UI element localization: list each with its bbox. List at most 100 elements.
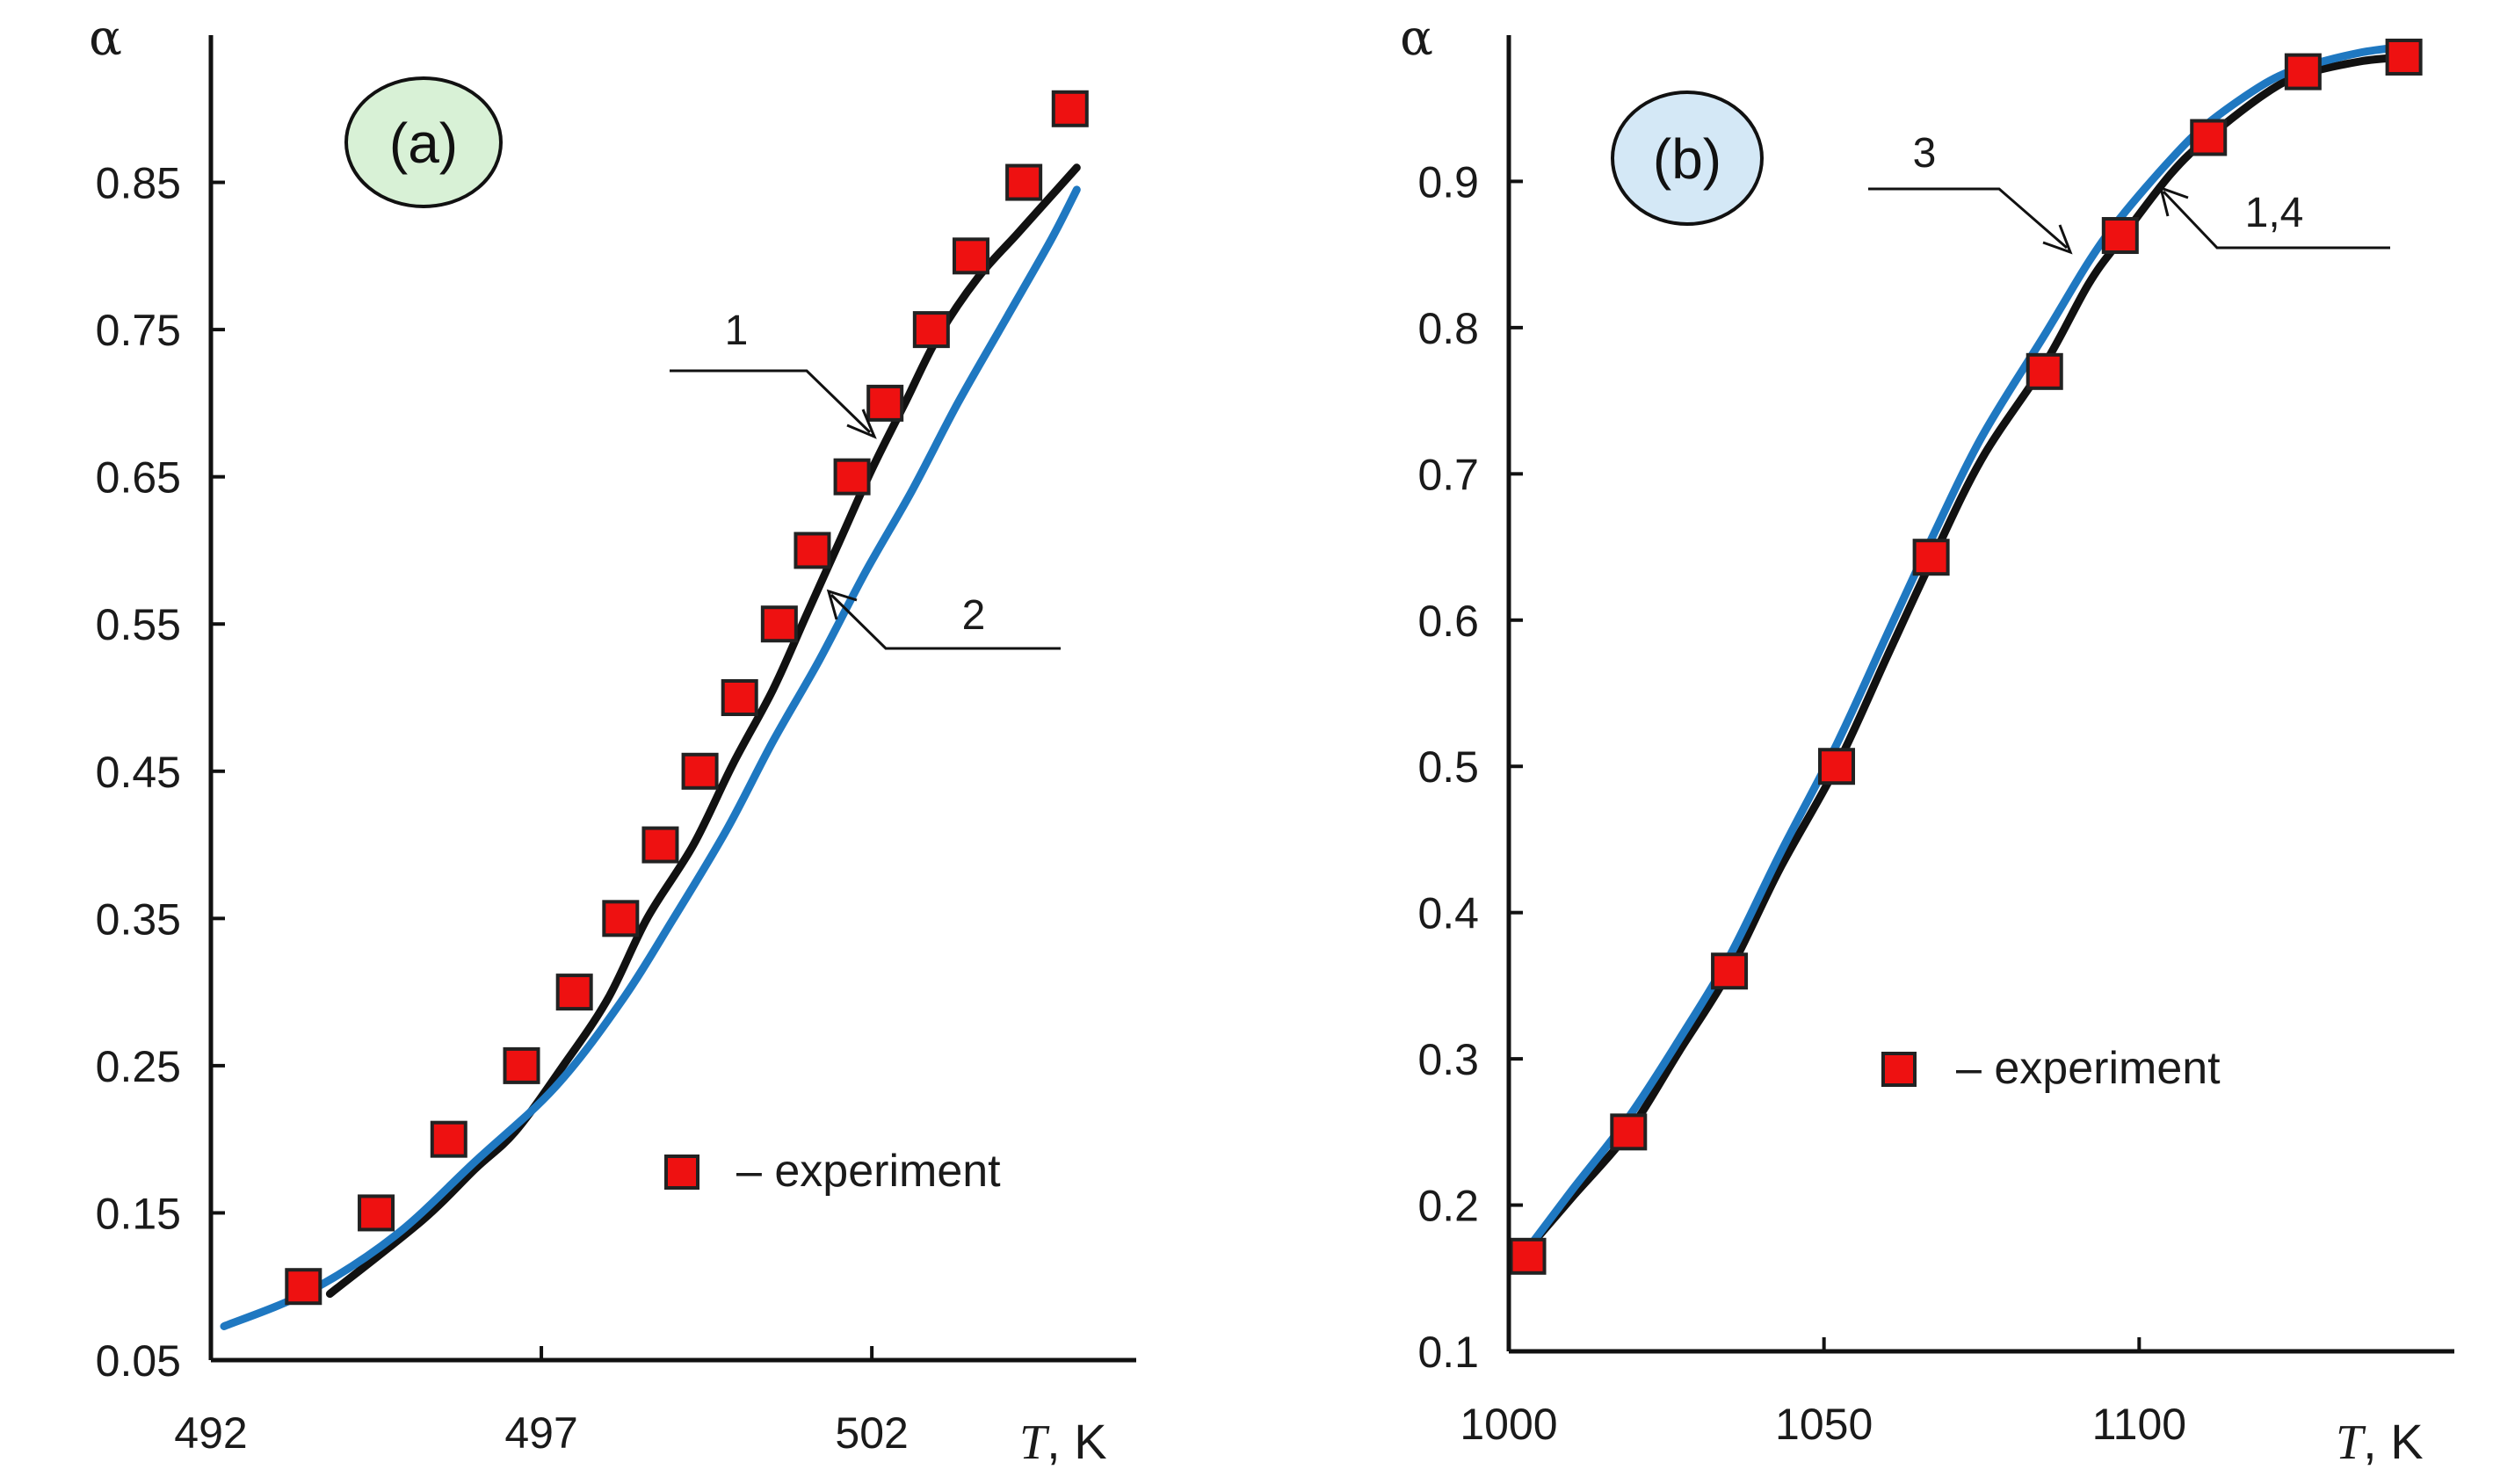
panel-b-experiment-point [2385, 38, 2423, 76]
panel-a-experiment-point [602, 900, 640, 937]
panel-a-experiment-point [760, 605, 798, 643]
panel-a-axes [208, 35, 1136, 1363]
panel-b-experiment-point [1912, 539, 1950, 576]
panel-a-experiment-point [641, 826, 679, 864]
panel-b-experiment-point [2101, 217, 2139, 255]
panel-a-annotation-2-arrowhead [826, 589, 858, 620]
panel-a-curve-1 [325, 163, 1081, 1299]
panel-a-y-tick-label: 0.85 [96, 159, 181, 208]
panel-a-y-tick-label: 0.75 [96, 306, 181, 355]
panel-b-tick-labels: 0.1 0.2 0.3 0.4 0.5 0.6 0.7 0.8 0.9 1000 1050 1100 [1417, 157, 2186, 1449]
panel-a-y-tick-label: 0.05 [96, 1336, 181, 1386]
panel-a-x-tick-label: 502 [835, 1408, 908, 1458]
panel-a-curves [220, 163, 1081, 1330]
panel-b-legend: – experiment [1881, 1043, 2221, 1094]
panel-b-annotation-1-4-leader [2162, 190, 2390, 250]
panel-b-annotation-1-4: 1,4 [2158, 185, 2390, 250]
panel-b-annotation-1-4-arrowhead [2158, 185, 2189, 217]
panel-b-legend-label: – experiment [1956, 1043, 2221, 1094]
panel-b-y-tick-label: 0.2 [1417, 1182, 1479, 1231]
panel-b-y-title: α [1400, 10, 1433, 67]
panel-b-annotation-3-leader [1868, 187, 2068, 250]
panel-a-annotation-2-leader [830, 593, 1061, 650]
panel-b-y-tick-label: 0.7 [1417, 450, 1479, 499]
panel-b-y-tick-label: 0.6 [1417, 597, 1479, 646]
panel-a-experiment-point [794, 532, 831, 569]
panel-b-y-tick-label: 0.8 [1417, 304, 1479, 353]
panel-b-legend-marker [1881, 1052, 1917, 1087]
panel-b-annotation-3: 3 [1868, 130, 2073, 255]
panel-a-badge-label: (a) [389, 112, 458, 175]
panel-b-experiment-point [1509, 1237, 1547, 1275]
panel-a-experiment-point [681, 752, 719, 790]
panel-a-experiment-point [503, 1046, 540, 1084]
panel-a-annotation-1-arrowhead [846, 409, 877, 439]
panel-a-curve-2 [220, 185, 1081, 1330]
panel-b-curve-3 [1524, 42, 2409, 1253]
panel-a-annotation-1-label: 1 [725, 308, 749, 354]
panel-b-x-tick-label: 1000 [1460, 1400, 1557, 1449]
panel-b-experiment-points [1509, 38, 2423, 1275]
panel-a-experiment-point [866, 384, 904, 422]
panel-a-x-title: T, K [1019, 1414, 1107, 1470]
panel-b-y-tick-label: 0.5 [1417, 742, 1479, 792]
panel-a-legend-marker [664, 1155, 699, 1190]
panel-a-annotation-2: 2 [826, 589, 1061, 650]
panel-a-y-tick-label: 0.55 [96, 600, 181, 649]
panel-b-y-tick-label: 0.1 [1417, 1328, 1479, 1377]
panel-b-y-tick-label: 0.3 [1417, 1035, 1479, 1084]
panel-b-annotation-3-arrowhead [2042, 224, 2073, 255]
panel-b-x-title-unit: , K [2363, 1414, 2423, 1469]
panel-b-x-title-symbol: T [2336, 1415, 2366, 1470]
panel-a-annotation-1: 1 [670, 308, 877, 439]
panel-a-legend: – experiment [664, 1146, 1001, 1197]
panel-b-y-tick-label: 0.9 [1417, 157, 1479, 206]
panel-a-y-tick-label: 0.65 [96, 453, 181, 503]
panel-a-experiment-point [358, 1194, 395, 1232]
panel-b-curves [1524, 42, 2409, 1253]
panel-a-x-title-symbol: T [1019, 1415, 1050, 1470]
panel-a-badge: (a) [344, 76, 503, 208]
panel-b-experiment-point [1818, 748, 1856, 785]
panel-b-experiment-point [1610, 1113, 1648, 1151]
panel-b-axes [1506, 35, 2454, 1354]
panel-a-experiment-point [285, 1268, 322, 1306]
panel-b-experiment-point [2284, 53, 2322, 90]
panel-a-experiment-points [285, 90, 1089, 1306]
panel-a-experiment-point [833, 458, 871, 496]
panel-b-badge-label: (b) [1653, 127, 1721, 191]
panel-a-y-tick-label: 0.25 [96, 1042, 181, 1091]
panel-a-tick-labels: 0.05 0.15 0.25 0.35 0.45 0.55 0.65 0.75 0.85 492 4… [96, 159, 909, 1458]
panel-a-x-tick-label: 497 [504, 1408, 577, 1458]
panel-b-y-tick-label: 0.4 [1417, 889, 1479, 938]
panel-b-x-tick-label: 1050 [1775, 1400, 1873, 1449]
panel-a-y-tick-label: 0.45 [96, 748, 181, 797]
panel-a-badge-ellipse [344, 76, 503, 208]
panel-b-curve-1-4 [1524, 53, 2409, 1253]
panel-b-badge: (b) [1611, 90, 1764, 226]
panel-a-legend-label: – experiment [736, 1146, 1001, 1197]
panel-b-annotation-3-label: 3 [1913, 130, 1937, 177]
panel-a-annotation-1-leader [670, 369, 872, 434]
panel-a-experiment-point [430, 1120, 467, 1158]
panel-b-x-title: T, K [2336, 1414, 2424, 1470]
panel-a-y-title: α [89, 10, 122, 67]
panel-b-experiment-point [2190, 119, 2228, 156]
panel-b-x-tick-label: 1100 [2092, 1400, 2187, 1449]
panel-b-experiment-point [2026, 352, 2063, 390]
panel-a-annotation-2-label: 2 [962, 592, 986, 639]
panel-a-experiment-point [1051, 90, 1089, 127]
panel-a-y-tick-label: 0.35 [96, 894, 181, 944]
panel-a: 0.05 0.15 0.25 0.35 0.45 0.55 0.65 0.75 0.85 492 4… [89, 10, 1136, 1470]
panel-b-experiment-point [1711, 952, 1749, 990]
panel-a-experiment-point [555, 974, 593, 1011]
panel-a-experiment-point [721, 679, 758, 716]
panel-a-y-tick-label: 0.15 [96, 1189, 181, 1238]
panel-a-x-tick-label: 492 [174, 1408, 247, 1458]
panel-a-experiment-point [912, 311, 950, 349]
panel-a-experiment-point [1005, 163, 1043, 201]
panel-a-x-title-unit: , K [1047, 1414, 1106, 1469]
panel-b-annotation-1-4-label: 1,4 [2245, 190, 2304, 236]
panel-b-badge-ellipse [1611, 90, 1764, 226]
